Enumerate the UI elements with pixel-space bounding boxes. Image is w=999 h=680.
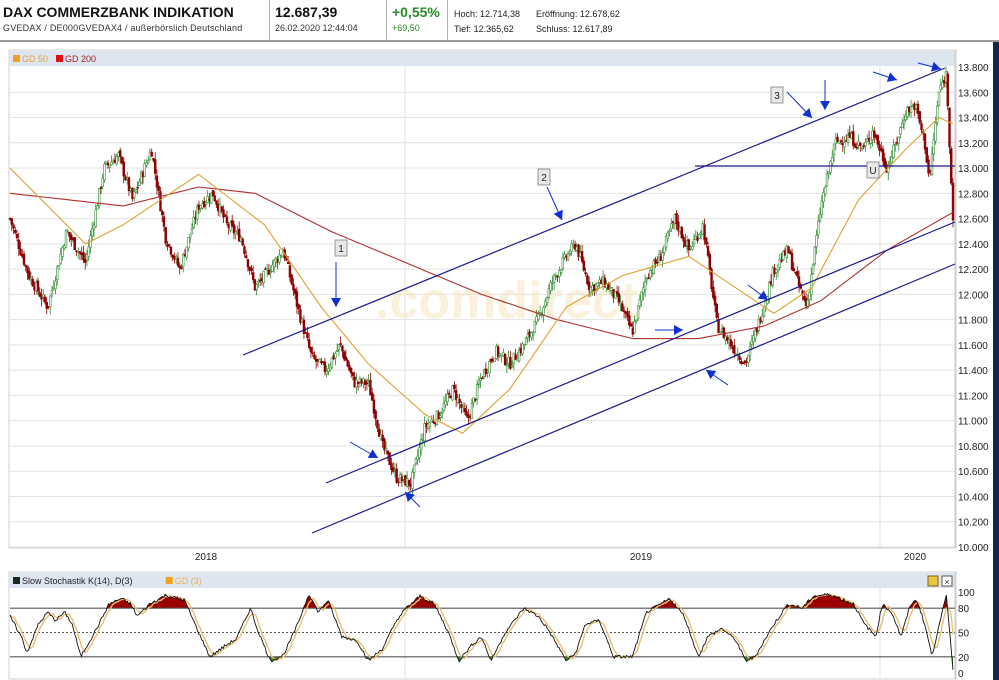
y-tick-label: 13.200 (958, 139, 989, 150)
stoch-y-tick: 0 (958, 669, 964, 680)
instrument-cell: DAX COMMERZBANK INDIKATION GVEDAX / DE00… (0, 0, 270, 40)
y-tick-label: 11.600 (958, 341, 988, 352)
svg-text:×: × (944, 577, 949, 587)
stoch-legend-label: GD (3) (175, 576, 202, 586)
price-timestamp: 26.02.2020 12:44:04 (275, 23, 358, 33)
instrument-subtitle: GVEDAX / DE000GVEDAX4 / außerbörslich De… (3, 23, 243, 33)
close-value: Schluss: 12.617,89 (536, 24, 613, 34)
stoch-y-tick: 100 (958, 588, 975, 599)
last-price: 12.687,39 (275, 4, 338, 20)
y-tick-label: 11.800 (958, 316, 988, 327)
annotation-marker (537, 168, 551, 186)
annotation-label: 2 (541, 173, 547, 184)
y-tick-label: 11.000 (958, 417, 988, 428)
close-icon[interactable] (941, 575, 953, 587)
y-tick-label: 10.400 (958, 492, 989, 503)
annotation-label: 1 (338, 244, 344, 255)
y-tick-label: 13.600 (958, 88, 989, 99)
stoch-k-line (9, 592, 954, 670)
y-tick-label: 11.400 (958, 366, 988, 377)
y-tick-label: 11.200 (958, 391, 988, 402)
legend-label: GD 50 (22, 54, 48, 64)
watermark: .comdirect (375, 272, 638, 330)
y-tick-label: 10.800 (958, 442, 989, 453)
trend-line (325, 221, 956, 484)
y-tick-label: 12.400 (958, 240, 989, 251)
annotation-label: 3 (774, 91, 780, 102)
trend-line (242, 67, 946, 356)
y-tick-label: 13.400 (958, 114, 989, 125)
stochastic-panel: Slow Stochastik K(14), D(3) GD (3) × 100 80 5… (8, 571, 975, 680)
x-tick-label: 2020 (904, 552, 927, 563)
stoch-legend-label: Slow Stochastik K(14), D(3) (22, 576, 133, 586)
window-edge (993, 42, 999, 680)
change-absolute: +69,50 (392, 23, 420, 33)
instrument-title: DAX COMMERZBANK INDIKATION (3, 4, 234, 20)
high-value: Hoch: 12.714,38 (454, 9, 521, 19)
settings-icon[interactable] (927, 575, 939, 587)
change-percent: +0,55% (392, 4, 440, 20)
stoch-y-tick: 50 (958, 629, 970, 640)
arrow-icon (405, 492, 415, 502)
stoch-y-tick: 80 (958, 604, 970, 615)
arrow-icon (367, 449, 378, 458)
annotation-marker (334, 239, 348, 257)
arrow-icon (820, 101, 830, 110)
y-tick-label: 13.000 (958, 164, 989, 175)
y-tick-label: 12.600 (958, 215, 989, 226)
trend-line (311, 263, 956, 534)
legend-label: GD 200 (65, 54, 96, 64)
arrow-icon (757, 290, 768, 300)
y-tick-label: 12.200 (958, 265, 989, 276)
quote-header: DAX COMMERZBANK INDIKATION GVEDAX / DE00… (0, 0, 999, 42)
low-value: Tief: 12.365,62 (454, 24, 514, 34)
y-tick-label: 12.000 (958, 290, 989, 301)
annotation-marker (770, 86, 784, 104)
annotation-label: U (869, 166, 876, 177)
arrow-icon (553, 209, 563, 220)
arrow-icon (802, 108, 812, 118)
y-tick-label: 12.800 (958, 189, 989, 200)
stoch-y-tick: 20 (958, 653, 970, 664)
x-tick-label: 2018 (195, 552, 218, 563)
change-cell: +0,55% +69,50 (388, 0, 448, 40)
price-cell: 12.687,39 26.02.2020 12:44:04 (271, 0, 387, 40)
y-tick-label: 13.800 (958, 63, 989, 74)
arrow-icon (931, 61, 941, 72)
y-tick-label: 10.600 (958, 467, 989, 478)
arrow-icon (706, 370, 717, 380)
y-tick-label: 10.200 (958, 518, 989, 529)
x-tick-label: 2019 (630, 552, 653, 563)
price-panel: 13.800 13.600 13.400 13.200 13.000 12.800 12.6… (8, 49, 989, 563)
arrow-icon (886, 72, 897, 82)
open-value: Eröffnung: 12.678,62 (536, 9, 620, 19)
annotation-marker (866, 161, 880, 179)
y-tick-label: 10.000 (958, 543, 989, 554)
gd50-line (9, 116, 954, 434)
arrow-icon (674, 325, 683, 335)
arrow-icon (331, 298, 341, 307)
